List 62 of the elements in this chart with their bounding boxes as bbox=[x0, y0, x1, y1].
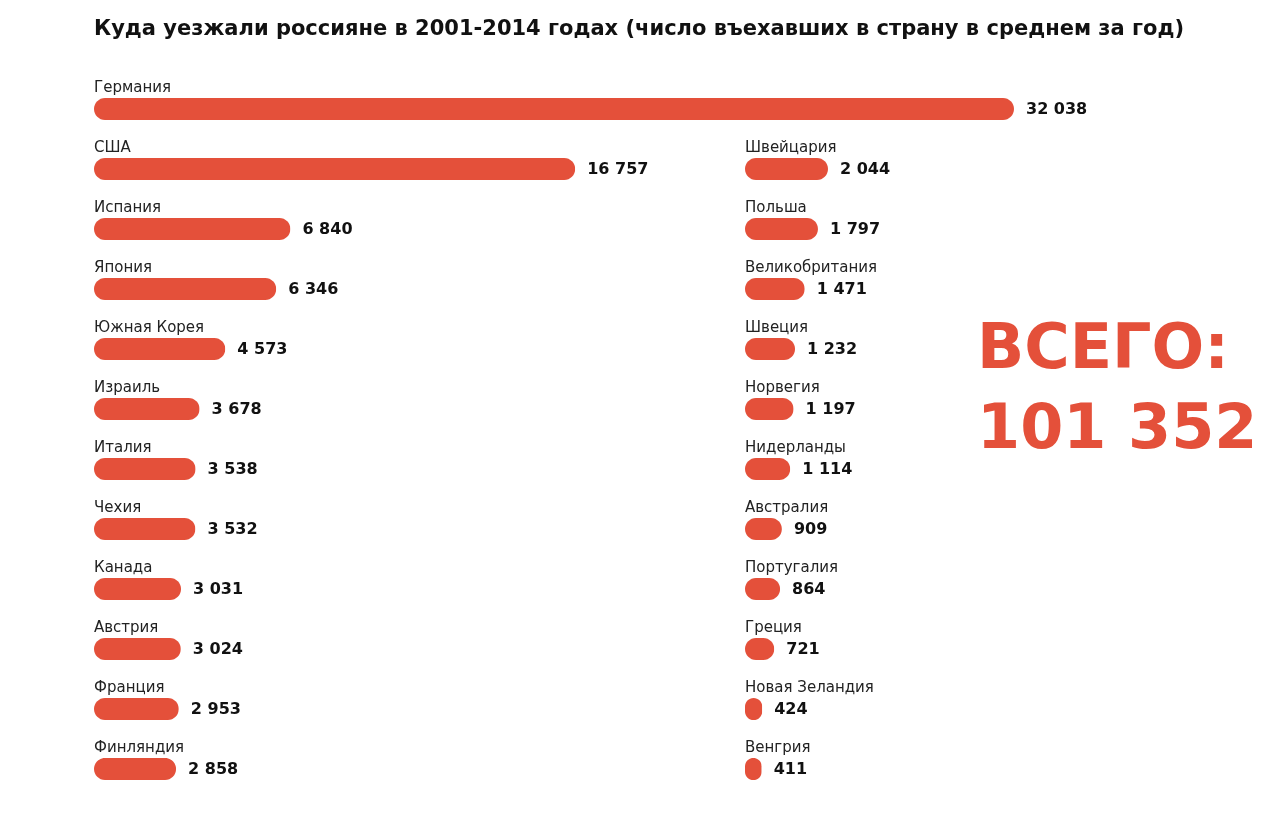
bar bbox=[94, 98, 1014, 120]
y-tick-label: Польша bbox=[745, 198, 807, 216]
data-label: 1 197 bbox=[805, 399, 856, 418]
bar bbox=[745, 158, 828, 180]
data-label: 2 044 bbox=[840, 159, 891, 178]
y-tick-label: Венгрия bbox=[745, 738, 811, 756]
data-label: 424 bbox=[774, 699, 808, 718]
data-label: 3 678 bbox=[211, 399, 262, 418]
y-tick-label: Чехия bbox=[94, 498, 142, 516]
data-label: 3 031 bbox=[193, 579, 244, 598]
bar bbox=[94, 518, 196, 540]
y-tick-label: Испания bbox=[94, 198, 162, 216]
y-tick-label: США bbox=[94, 138, 132, 156]
data-label: 4 573 bbox=[237, 339, 288, 358]
y-tick-label: Израиль bbox=[94, 378, 161, 396]
data-label: 721 bbox=[786, 639, 820, 658]
data-label: 1 114 bbox=[802, 459, 853, 478]
data-label: 909 bbox=[793, 519, 828, 538]
bar bbox=[94, 638, 181, 660]
data-label: 32 038 bbox=[1026, 99, 1088, 118]
y-tick-label: Япония bbox=[94, 258, 152, 276]
data-label: 864 bbox=[792, 579, 826, 598]
bar bbox=[94, 278, 277, 300]
y-tick-label: Норвегия bbox=[745, 378, 820, 396]
data-label: 2 953 bbox=[190, 699, 241, 718]
bar bbox=[745, 218, 818, 240]
y-tick-label: Португалия bbox=[745, 558, 839, 576]
y-tick-label: Финляндия bbox=[94, 738, 185, 756]
data-label: 3 538 bbox=[207, 459, 258, 478]
y-tick-label: Нидерланды bbox=[745, 438, 846, 456]
data-label: 1 232 bbox=[807, 339, 858, 358]
data-label: 3 024 bbox=[192, 639, 243, 658]
y-tick-label: Германия bbox=[94, 78, 171, 96]
data-label: 16 757 bbox=[587, 159, 649, 178]
chart-title: Куда уезжали россияне в 2001-2014 годах (число въехавших в страну в среднем за год) bbox=[94, 16, 1185, 40]
bar bbox=[94, 758, 177, 780]
bar bbox=[94, 398, 200, 420]
y-tick-label: Швейцария bbox=[745, 138, 837, 156]
data-label: 6 840 bbox=[302, 219, 353, 238]
bar bbox=[94, 218, 291, 240]
annotation: ВСЕГО: 101 352 bbox=[977, 310, 1258, 463]
data-label: 1 471 bbox=[816, 279, 867, 298]
bar bbox=[94, 698, 179, 720]
y-tick-label: Австрия bbox=[94, 618, 159, 636]
data-label: 3 532 bbox=[207, 519, 258, 538]
y-tick-label: Новая Зеландия bbox=[745, 678, 874, 696]
bar bbox=[94, 158, 576, 180]
data-label: 1 797 bbox=[829, 219, 881, 238]
data-label: 2 858 bbox=[188, 759, 239, 778]
y-tick-label: Швеция bbox=[745, 318, 809, 336]
bar bbox=[94, 578, 182, 600]
bar bbox=[94, 458, 196, 480]
y-tick-label: Южная Корея bbox=[94, 318, 205, 336]
y-tick-label: Греция bbox=[745, 618, 802, 636]
y-tick-label: Великобритания bbox=[745, 258, 878, 276]
y-tick-label: Канада bbox=[94, 558, 153, 576]
data-label: 411 bbox=[773, 759, 808, 778]
y-tick-label: Италия bbox=[94, 438, 152, 456]
data-label: 6 346 bbox=[288, 279, 339, 298]
y-tick-label: Франция bbox=[94, 678, 165, 696]
y-tick-label: Австралия bbox=[745, 498, 829, 516]
bar bbox=[94, 338, 226, 360]
